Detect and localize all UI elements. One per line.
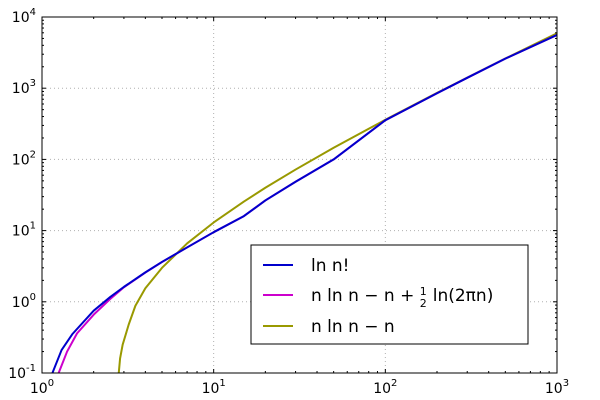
y-tick-exponent: 3 [30,78,36,89]
series-line-ln-factorial [51,34,558,374]
x-tick-base: 10 [545,381,563,397]
y-tick-exponent: 0 [30,292,36,303]
y-tick-exponent: 2 [30,149,36,160]
x-tick-exponent: 1 [219,378,225,389]
y-tick-label: 102 [12,149,36,168]
y-tick-label: 104 [12,7,36,26]
y-tick-base: 10 [8,366,26,382]
y-tick-base: 10 [12,224,30,240]
y-tick-label: 103 [12,78,36,97]
y-tick-base: 10 [12,81,30,97]
legend-label-stirling-simple: n ln n − n [311,317,395,337]
y-tick-base: 10 [12,10,30,26]
plot-area-frame [41,16,558,374]
y-tick-exponent: 4 [30,7,36,18]
x-tick-exponent: 0 [48,378,54,389]
x-tick-label: 102 [373,378,397,397]
legend-box [250,244,529,345]
x-tick-base: 10 [202,381,220,397]
x-tick-label: 101 [202,378,226,397]
y-tick-exponent: -1 [26,363,36,374]
series-lines [51,32,558,374]
legend: ln n! n ln n − n + 1 2 ln(2πn) n ln n − n [250,244,529,345]
y-tick-base: 10 [12,152,30,168]
x-tick-exponent: 2 [391,378,397,389]
y-tick-base: 10 [12,295,30,311]
y-tick-label: 101 [12,221,36,240]
x-tick-base: 10 [30,381,48,397]
y-tick-label: 10-1 [8,363,36,382]
legend-label-stirling-full: n ln n − n + 1 2 ln(2πn) [311,285,493,310]
y-tick-label: 100 [12,292,36,311]
x-tick-label: 100 [30,378,54,397]
x-tick-label: 103 [545,378,569,397]
y-tick-exponent: 1 [30,221,36,232]
legend-label-ln-factorial: ln n! [311,256,350,276]
x-tick-exponent: 3 [563,378,569,389]
x-tick-base: 10 [373,381,391,397]
